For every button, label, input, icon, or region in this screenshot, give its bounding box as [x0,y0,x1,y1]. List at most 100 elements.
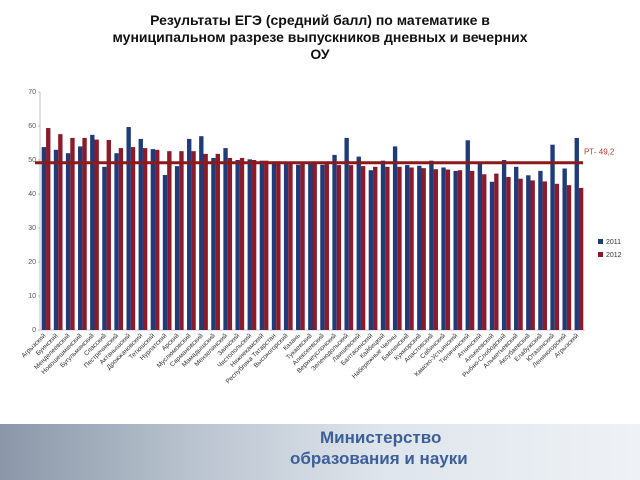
bar [247,159,252,330]
bar [199,136,204,330]
bar [94,139,99,330]
bar [578,187,584,330]
bar [251,160,257,330]
bar [550,144,555,330]
footer-text: Министерство [320,428,442,447]
bar [70,137,75,330]
bar [562,168,567,330]
bar [373,166,378,330]
bar [138,138,143,330]
bar [530,180,535,330]
bar [167,151,172,330]
bar [360,166,366,330]
bar [312,163,317,330]
bar [380,160,386,330]
bar [501,160,507,330]
bar [283,162,289,330]
bar [174,166,180,330]
bar [90,134,95,330]
bar [405,165,410,330]
bar [106,139,111,330]
bar [308,163,313,330]
bar [296,164,301,330]
bar [506,177,511,330]
legend-label: 2012 [606,252,622,259]
bar [276,161,281,330]
bar [453,170,458,330]
y-tick-label: 20 [28,259,36,266]
bar [336,165,342,330]
y-tick-label: 10 [28,293,36,300]
bar [53,149,59,330]
bar [102,166,107,330]
bar [118,148,124,330]
footer: Министерство образования и науки [0,424,640,480]
bar [162,174,168,330]
bar [65,153,71,330]
bar [518,178,523,330]
bar [155,149,160,330]
bar [142,148,148,330]
bar [235,160,240,330]
chart-title: Результаты ЕГЭ (средний балл) по математ… [112,12,528,62]
y-tick-label: 70 [28,89,36,96]
bar [465,140,470,330]
bar [150,149,156,330]
bar [441,167,446,330]
bar [385,166,390,330]
bar [332,154,337,330]
bar [457,170,463,330]
bar [227,157,233,330]
bar [344,137,349,330]
bar [409,167,414,330]
legend-label: 2011 [606,239,621,246]
bar [542,181,547,330]
bar [429,160,434,330]
bar [554,183,560,330]
bar [215,153,220,330]
legend-swatch [598,252,603,257]
bar [191,151,196,330]
bar [392,146,398,330]
bar [356,156,361,330]
bar [320,164,325,330]
y-tick-label: 50 [28,157,36,164]
bar [538,170,543,330]
bar [417,165,422,330]
bar [494,173,499,330]
bar [126,127,131,331]
bar [477,163,483,330]
bar [41,147,47,330]
bar [58,134,63,330]
bar [566,185,572,330]
bar [179,151,184,330]
y-tick-label: 30 [28,225,36,232]
reference-label: РТ- 49,2 [584,148,615,157]
bar [421,168,426,330]
bar [348,165,354,330]
bar [514,166,519,330]
bar [368,170,374,330]
bar [482,174,487,330]
y-tick-label: 60 [28,123,36,130]
bar [469,170,475,330]
footer-text: образования и науки [290,449,468,468]
bar [489,181,495,330]
bar [114,153,119,330]
bar [324,164,329,330]
bar [445,169,451,330]
bar [264,160,269,330]
bar [433,169,438,330]
y-tick-label: 0 [32,327,36,334]
bar [82,137,87,330]
bar [239,157,245,330]
bar [187,138,192,330]
chart: 010203040506070АгрызскийБуинскийМенделее… [20,89,622,385]
bar [397,166,402,330]
bar [526,175,531,330]
legend-swatch [598,239,603,244]
bar [271,161,277,330]
bar [78,146,83,330]
bar [223,148,228,330]
